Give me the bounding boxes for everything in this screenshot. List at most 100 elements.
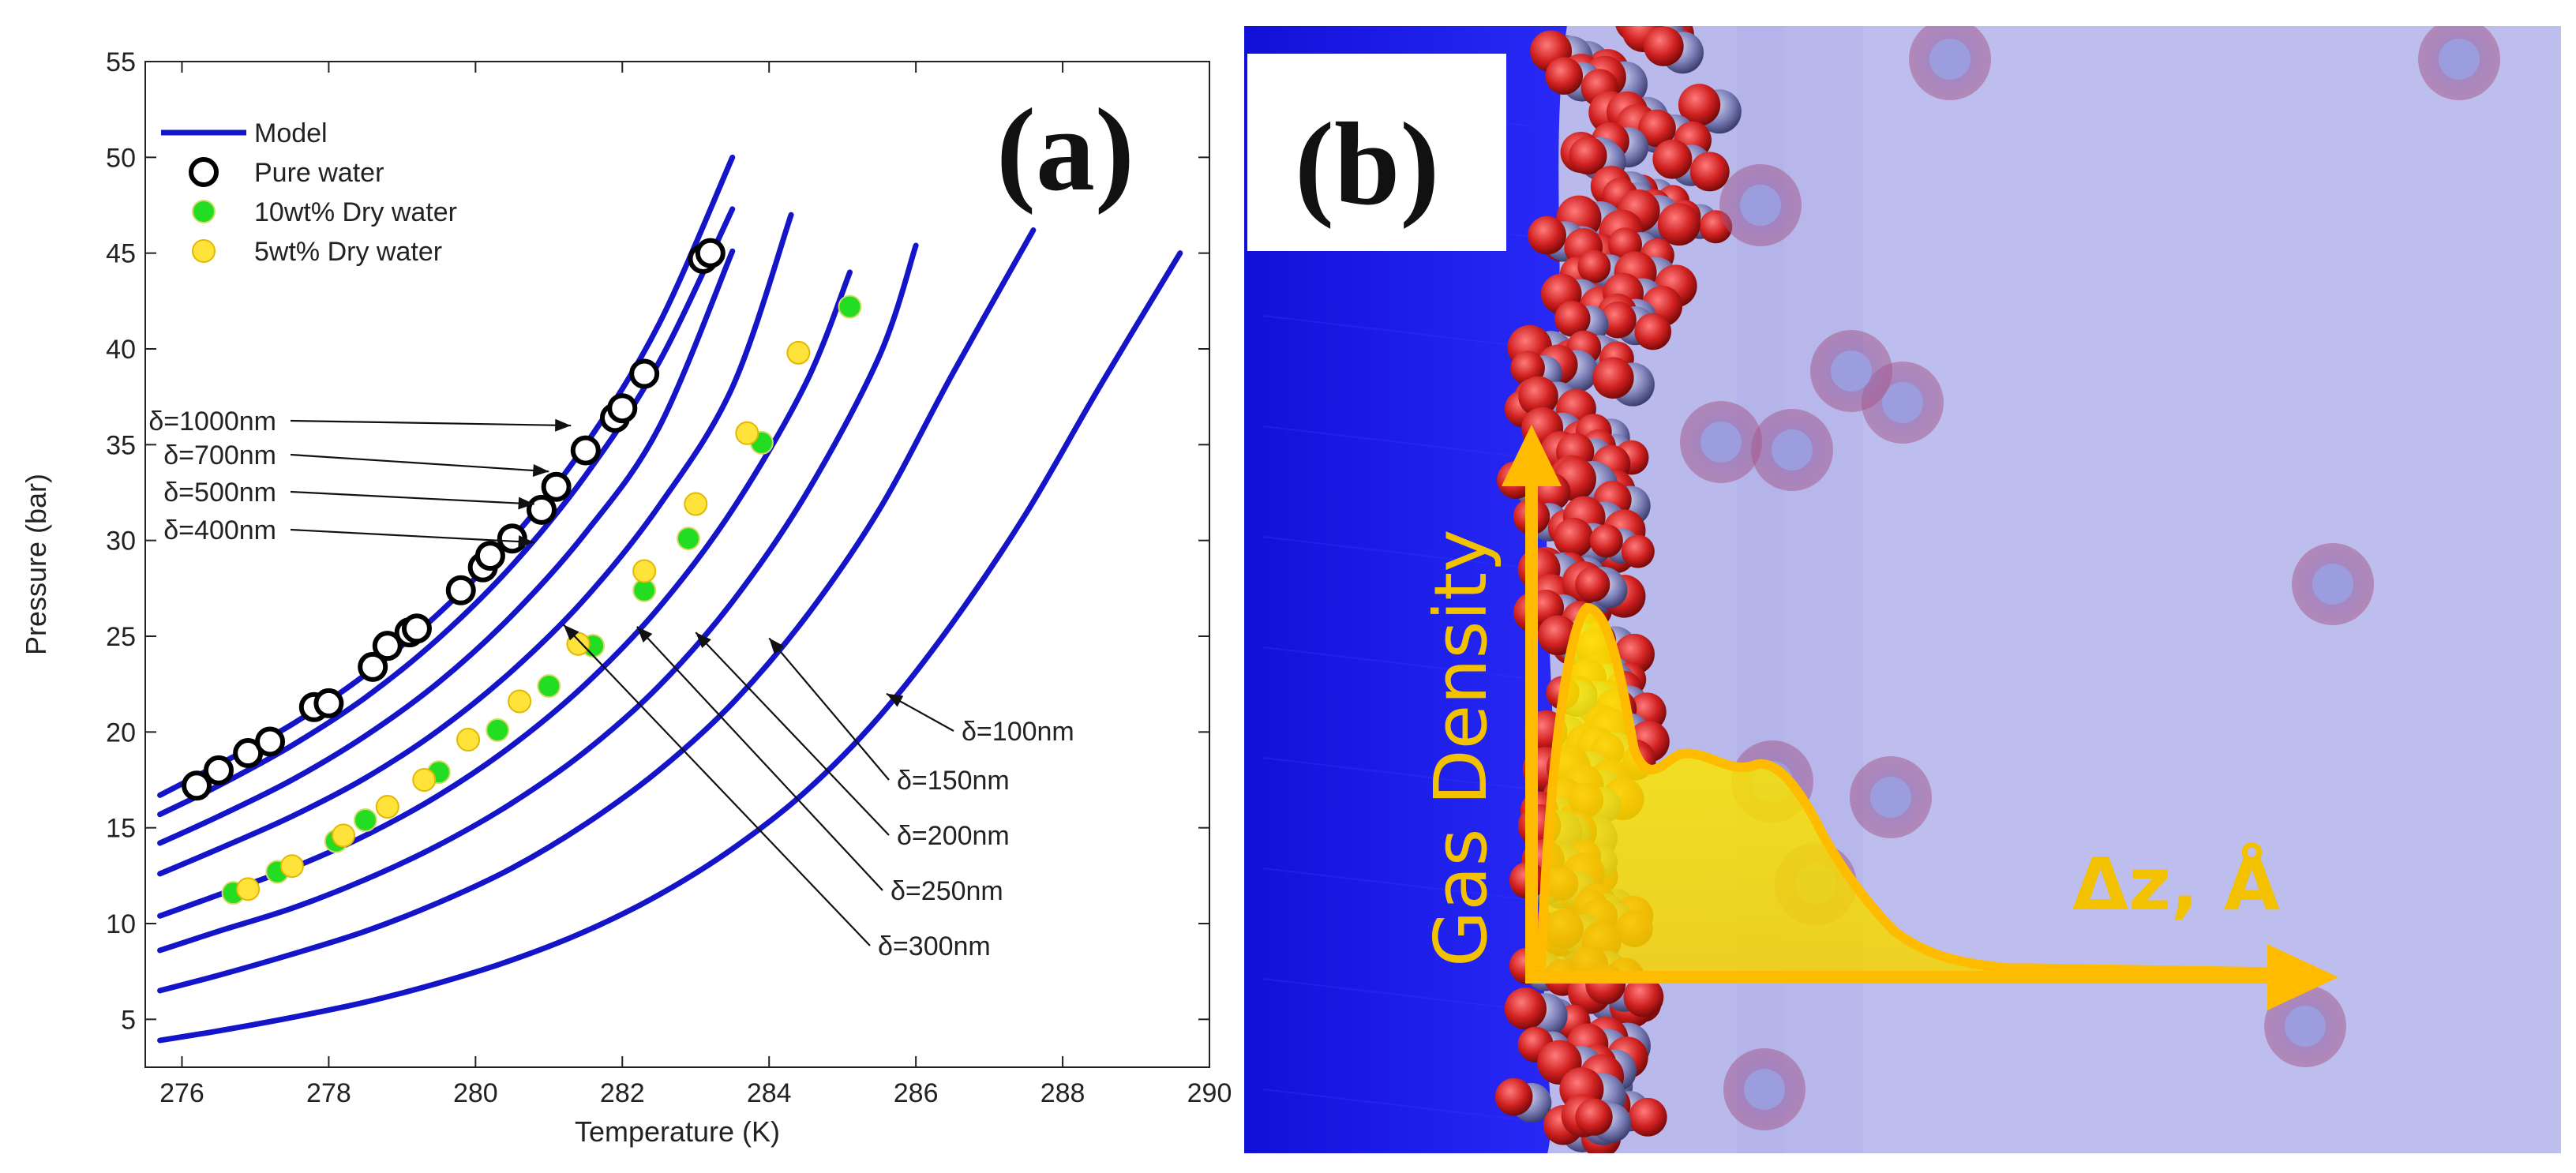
data-point — [695, 238, 726, 268]
data-point — [684, 492, 708, 516]
data-point — [236, 877, 261, 901]
oxygen-atom — [1623, 976, 1664, 1017]
data-point — [537, 674, 561, 699]
oxygen-atom — [1589, 524, 1623, 558]
data-point — [508, 689, 532, 714]
annotation-label: δ=200nm — [897, 821, 1010, 851]
data-point — [412, 768, 437, 792]
y-tick-label: 50 — [106, 143, 136, 173]
annotation-leader — [563, 624, 871, 946]
gas-density-label: Gas Density — [1419, 529, 1503, 967]
annotation-leader — [768, 637, 890, 781]
panel-b-frame — [1243, 24, 2563, 1155]
annotation-arrowhead — [563, 624, 579, 641]
oxygen-atom — [1553, 517, 1594, 558]
legend-pure-water-marker — [189, 157, 219, 187]
data-point — [570, 435, 601, 466]
oxygen-atom — [1689, 152, 1730, 192]
gas-molecule-core — [1882, 382, 1923, 423]
legend-10wt-label: 10wt% Dry water — [254, 197, 457, 227]
data-point — [182, 770, 212, 801]
data-point — [401, 613, 432, 644]
gas-molecules — [1680, 25, 2500, 1130]
annotation-label: δ=100nm — [962, 717, 1074, 747]
model-curve — [157, 227, 1037, 994]
water-slab — [1243, 25, 1567, 1154]
data-point — [786, 340, 811, 365]
data-point — [353, 808, 377, 832]
data-point — [445, 575, 476, 605]
density-profile-fill — [1541, 608, 2005, 976]
data-point — [456, 728, 481, 752]
annotation-label: δ=1000nm — [148, 407, 276, 437]
annotation-leader — [290, 528, 534, 544]
density-profile-curve — [1536, 602, 2306, 977]
x-tick-label: 280 — [453, 1078, 498, 1108]
oxygen-atom — [1621, 534, 1655, 568]
oxygen-atom — [1628, 1097, 1667, 1137]
data-point — [527, 494, 557, 525]
annotation-leader — [695, 631, 890, 836]
x-tick-label: 284 — [747, 1078, 792, 1108]
panel-b-illustration: Gas Density Δz, Å (b) — [1243, 25, 2562, 1154]
data-point — [632, 559, 657, 583]
annotation-arrowhead — [518, 497, 534, 510]
gas-molecule-core — [1700, 422, 1742, 463]
gas-molecule-core — [2439, 39, 2480, 80]
oxygen-atom — [1634, 313, 1672, 350]
delta-z-label: Δz, Å — [2072, 841, 2280, 927]
annotation-label: δ=300nm — [878, 931, 991, 961]
annotation-leader — [290, 490, 534, 505]
legend-model-label: Model — [254, 118, 328, 148]
annotation-arrowhead — [886, 693, 904, 707]
oxygen-atom — [1644, 26, 1684, 66]
gas-molecule-core — [1831, 350, 1872, 392]
gas-molecule-core — [1929, 39, 1970, 80]
oxygen-atom — [1528, 215, 1566, 255]
oxygen-atom — [1554, 301, 1591, 337]
y-tick-label: 55 — [106, 47, 136, 77]
y-tick-label: 15 — [106, 814, 136, 844]
panel-a-label: (a) — [996, 84, 1134, 215]
oxygen-atom — [1545, 57, 1584, 95]
data-markers — [182, 238, 862, 905]
data-point — [566, 631, 591, 656]
annotation-label: δ=250nm — [891, 876, 1003, 906]
axis-ticks: 276 278 280 282 284 286 288 290 5 10 15 20 25 30 35 40 4… — [106, 47, 1232, 1108]
y-axis-arrowhead — [1502, 425, 1562, 486]
y-tick-label: 25 — [106, 622, 136, 652]
gas-molecule-core — [1772, 429, 1813, 470]
oxygen-atom — [1652, 139, 1693, 179]
data-point — [313, 688, 344, 718]
y-tick-label: 20 — [106, 718, 136, 748]
data-point — [676, 527, 700, 551]
x-tick-label: 278 — [306, 1078, 351, 1108]
annotation-leader — [290, 419, 572, 427]
gas-molecule-core — [2285, 1006, 2326, 1047]
legend-pure-water-label: Pure water — [254, 158, 384, 188]
data-point — [541, 471, 572, 502]
data-point — [375, 794, 399, 819]
annotation-leader — [290, 453, 549, 473]
y-tick-label: 5 — [121, 1005, 136, 1035]
panel-b-label-box — [1247, 54, 1506, 251]
legend: Model Pure water 10wt% Dry water 5wt% Dr… — [161, 118, 457, 267]
oxygen-atom — [1678, 84, 1721, 126]
model-curve — [157, 250, 1183, 1044]
annotation-label: δ=700nm — [163, 440, 276, 470]
oxygen-atom — [1575, 567, 1610, 602]
annotation-leader — [636, 626, 883, 891]
annotation-label: δ=500nm — [163, 478, 276, 508]
annotation-arrowhead — [696, 632, 711, 649]
annotation-arrowhead — [532, 464, 549, 477]
annotation-arrowhead — [636, 626, 653, 643]
x-tick-label: 282 — [600, 1078, 645, 1108]
oxygen-atom — [1494, 1077, 1533, 1116]
model-curve — [157, 242, 919, 954]
data-point — [486, 718, 510, 742]
x-tick-label: 286 — [894, 1078, 939, 1108]
legend-5wt-marker — [192, 239, 216, 263]
panel-a-plot: 276 278 280 282 284 286 288 290 5 10 15 20 25 30 35 40 4… — [20, 47, 1232, 1148]
oxygen-atom — [1599, 301, 1637, 339]
